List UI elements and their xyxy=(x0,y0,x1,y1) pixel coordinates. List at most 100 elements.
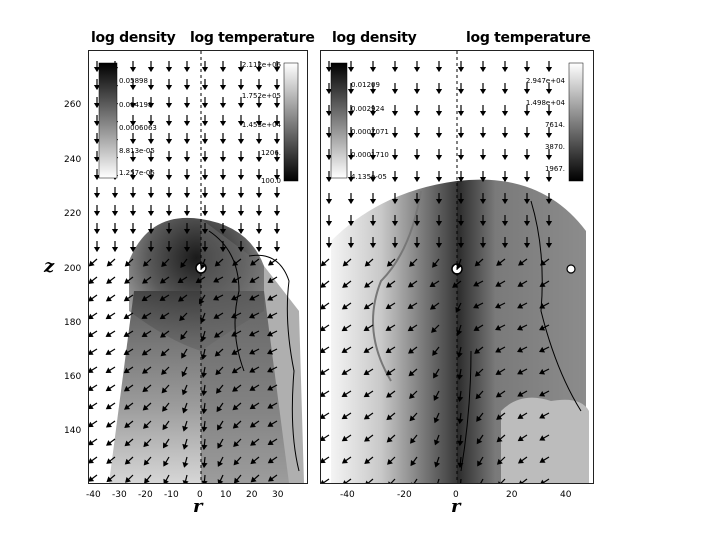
velocity-arrowhead xyxy=(433,394,440,401)
velocity-arrowhead xyxy=(539,390,546,397)
velocity-arrowhead xyxy=(539,346,546,353)
velocity-arrowhead xyxy=(201,444,208,451)
velocity-arrowhead xyxy=(325,176,333,183)
velocity-arrowhead xyxy=(473,325,480,331)
left-density-title: log density xyxy=(91,30,176,46)
velocity-arrowhead xyxy=(106,476,113,483)
velocity-arrowhead xyxy=(365,480,369,483)
velocity-arrowhead xyxy=(159,277,166,284)
velocity-arrowhead xyxy=(321,325,326,332)
velocity-arrowhead xyxy=(369,88,377,95)
velocity-arrowhead xyxy=(545,154,553,161)
velocity-arrowhead xyxy=(255,246,263,253)
velocity-arrowhead xyxy=(457,396,464,403)
velocity-arrowhead xyxy=(219,120,227,127)
velocity-arrowhead xyxy=(409,261,415,267)
velocity-arrowhead xyxy=(347,110,355,117)
velocity-arrowhead xyxy=(433,439,440,446)
velocity-arrowhead xyxy=(476,438,483,445)
y-tick-180: 180 xyxy=(64,318,82,328)
left-temperature-title: log temperature xyxy=(190,30,315,46)
right-velocity-arrows xyxy=(321,61,553,483)
velocity-arrowhead xyxy=(129,120,137,127)
velocity-arrowhead xyxy=(391,198,399,205)
left-density-tick-3: 8.813e-05 xyxy=(119,147,155,155)
velocity-arrowhead xyxy=(144,477,150,483)
velocity-arrowhead xyxy=(386,414,393,421)
velocity-arrowhead xyxy=(163,460,169,467)
velocity-arrowhead xyxy=(249,403,256,410)
velocity-arrowhead xyxy=(142,260,149,267)
right-density-tick-2: 0.0007071 xyxy=(351,128,389,136)
left-density-tick-0: 0.05898 xyxy=(119,77,148,85)
velocity-arrowhead xyxy=(347,198,355,205)
velocity-arrowhead xyxy=(479,66,487,73)
velocity-arrowhead xyxy=(165,174,173,181)
velocity-arrowhead xyxy=(180,261,186,268)
velocity-arrowhead xyxy=(231,312,238,319)
right-x-tick-3: 20 xyxy=(506,490,518,500)
velocity-arrowhead xyxy=(89,421,94,428)
velocity-arrowhead xyxy=(147,66,155,73)
velocity-arrowhead xyxy=(495,302,502,309)
velocity-arrowhead xyxy=(219,66,227,73)
velocity-arrowhead xyxy=(474,370,481,377)
velocity-arrowhead xyxy=(457,88,465,95)
left-temp-tick-0: 2.112e+06 xyxy=(241,61,281,69)
velocity-arrowhead xyxy=(479,88,487,95)
velocity-arrowhead xyxy=(219,228,227,235)
velocity-arrowhead xyxy=(231,294,238,301)
velocity-arrowhead xyxy=(273,102,281,109)
y-tick-260: 260 xyxy=(64,100,82,110)
velocity-arrowhead xyxy=(457,242,465,249)
velocity-arrowhead xyxy=(249,367,256,373)
velocity-arrowhead xyxy=(219,246,227,253)
velocity-arrowhead xyxy=(273,84,281,91)
velocity-arrowhead xyxy=(143,459,150,466)
velocity-arrowhead xyxy=(341,369,348,375)
velocity-arrowhead xyxy=(214,332,221,338)
velocity-arrowhead xyxy=(93,66,101,73)
velocity-arrowhead xyxy=(413,198,421,205)
velocity-arrowhead xyxy=(267,348,274,355)
velocity-arrowhead xyxy=(232,404,239,411)
velocity-arrowhead xyxy=(105,313,112,320)
velocity-arrowhead xyxy=(105,349,112,355)
velocity-arrowhead xyxy=(255,228,263,235)
velocity-arrowhead xyxy=(341,435,348,442)
velocity-arrowhead xyxy=(501,88,509,95)
velocity-arrowhead xyxy=(255,84,263,91)
velocity-arrowhead xyxy=(237,210,245,217)
left-x-tick-4: 0 xyxy=(197,490,203,500)
velocity-arrowhead xyxy=(123,367,130,374)
velocity-arrowhead xyxy=(89,295,94,302)
velocity-arrowhead xyxy=(385,347,392,354)
velocity-arrowhead xyxy=(217,424,223,431)
velocity-arrowhead xyxy=(165,102,173,109)
velocity-arrowhead xyxy=(201,156,209,163)
velocity-arrowhead xyxy=(165,210,173,217)
velocity-arrowhead xyxy=(123,349,130,355)
velocity-arrowhead xyxy=(89,349,94,355)
velocity-arrowhead xyxy=(391,132,399,139)
velocity-arrowhead xyxy=(456,374,464,380)
velocity-arrowhead xyxy=(267,295,274,301)
velocity-arrowhead xyxy=(455,306,462,313)
y-tick-240: 240 xyxy=(64,155,82,165)
velocity-arrowhead xyxy=(363,347,370,353)
velocity-arrowhead xyxy=(434,461,441,468)
velocity-arrowhead xyxy=(325,242,333,249)
velocity-arrowhead xyxy=(129,102,137,109)
velocity-arrowhead xyxy=(201,120,209,127)
velocity-arrowhead xyxy=(523,242,531,249)
left-temp-tick-2: 1.453e+04 xyxy=(241,121,281,129)
velocity-arrow xyxy=(500,478,506,483)
velocity-arrowhead xyxy=(457,110,465,117)
velocity-arrowhead xyxy=(413,242,421,249)
velocity-arrowhead xyxy=(413,220,421,227)
velocity-arrowhead xyxy=(321,260,327,267)
y-tick-140: 140 xyxy=(64,426,82,436)
velocity-arrowhead xyxy=(539,259,546,266)
y-tick-160: 160 xyxy=(64,372,82,382)
velocity-arrowhead xyxy=(273,174,281,181)
